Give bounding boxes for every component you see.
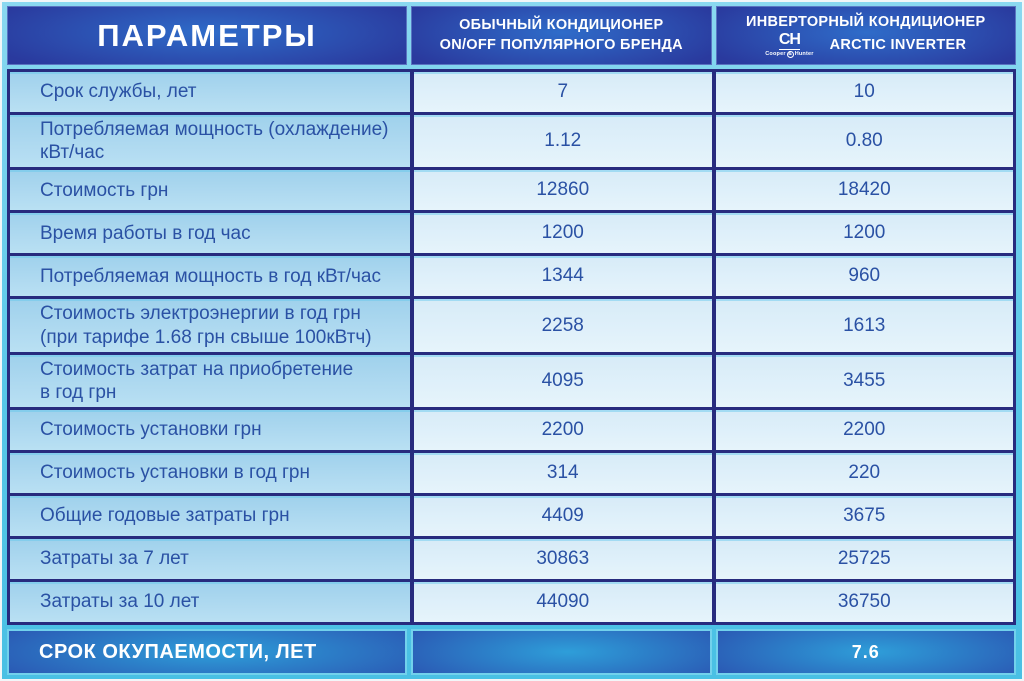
param-label: Стоимость грн xyxy=(10,170,410,211)
param-label: Затраты за 10 лет xyxy=(10,582,410,623)
logo-ampersand: & xyxy=(786,51,794,59)
table-row: Стоимость грн 12860 18420 xyxy=(10,170,1013,211)
table-row: Затраты за 7 лет 30863 25725 xyxy=(10,539,1013,580)
table-row: Время работы в год час 1200 1200 xyxy=(10,213,1013,254)
table-row: Стоимость затрат на приобретение в год г… xyxy=(10,354,1013,408)
inverter-model-name: ARCTIC INVERTER xyxy=(829,36,967,53)
regular-value: 1200 xyxy=(414,213,712,254)
regular-ac-title-line1: ОБЫЧНЫЙ КОНДИЦИОНЕР xyxy=(459,16,664,33)
table-row: Стоимость установки грн 2200 2200 xyxy=(10,410,1013,451)
logo-subtext: Cooper & Hunter xyxy=(765,51,814,59)
header-cell-regular-ac: ОБЫЧНЫЙ КОНДИЦИОНЕР ON/OFF ПОПУЛЯРНОГО Б… xyxy=(411,6,712,65)
payback-regular-value xyxy=(411,629,712,676)
regular-value: 1.12 xyxy=(414,115,712,168)
regular-value: 30863 xyxy=(414,539,712,580)
inverter-value: 0.80 xyxy=(715,115,1013,168)
header-cell-parameters: ПАРАМЕТРЫ xyxy=(7,6,407,65)
inverter-value: 220 xyxy=(715,453,1013,494)
page-title: ПАРАМЕТРЫ xyxy=(97,17,317,53)
param-label: Стоимость электроэнергии в год грн (при … xyxy=(10,299,410,352)
regular-value: 4409 xyxy=(414,496,712,537)
inverter-value: 1613 xyxy=(715,299,1013,352)
param-label: Срок службы, лет xyxy=(10,72,410,112)
payback-period-label: СРОК ОКУПАЕМОСТИ, ЛЕТ xyxy=(7,629,407,676)
inverter-value: 18420 xyxy=(715,170,1013,211)
table-footer-row: СРОК ОКУПАЕМОСТИ, ЛЕТ 7.6 xyxy=(7,629,1016,676)
inverter-value: 960 xyxy=(715,256,1013,297)
inverter-value: 25725 xyxy=(715,539,1013,580)
regular-value: 44090 xyxy=(414,582,712,623)
logo-sub-left: Cooper xyxy=(765,51,786,58)
param-label: Потребляемая мощность (охлаждение) кВт/ч… xyxy=(10,115,410,168)
regular-value: 314 xyxy=(414,453,712,494)
regular-value: 7 xyxy=(414,72,712,112)
inverter-value: 2200 xyxy=(715,410,1013,451)
param-label: Общие годовые затраты грн xyxy=(10,496,410,537)
inverter-value: 1200 xyxy=(715,213,1013,254)
table-body: Срок службы, лет 7 10 Потребляемая мощно… xyxy=(7,69,1016,626)
regular-value: 4095 xyxy=(414,354,712,408)
regular-value: 2258 xyxy=(414,299,712,352)
param-label: Стоимость затрат на приобретение в год г… xyxy=(10,354,410,408)
inverter-value: 10 xyxy=(715,72,1013,112)
regular-ac-title-line2: ON/OFF ПОПУЛЯРНОГО БРЕНДА xyxy=(439,36,683,53)
param-label: Стоимость установки в год грн xyxy=(10,453,410,494)
regular-value: 2200 xyxy=(414,410,712,451)
logo-sub-right: Hunter xyxy=(794,51,814,58)
table-row: Потребляемая мощность (охлаждение) кВт/ч… xyxy=(10,115,1013,168)
inverter-ac-title-line2-wrap: CH Cooper & Hunter ARCTIC INVERTER xyxy=(765,31,967,59)
regular-value: 1344 xyxy=(414,256,712,297)
logo-initials: CH xyxy=(778,31,801,51)
table-row: Затраты за 10 лет 44090 36750 xyxy=(10,582,1013,623)
table-row: Стоимость установки в год грн 314 220 xyxy=(10,453,1013,494)
inverter-value: 36750 xyxy=(715,582,1013,623)
table-row: Срок службы, лет 7 10 xyxy=(10,72,1013,112)
param-label: Затраты за 7 лет xyxy=(10,539,410,580)
inverter-value: 3455 xyxy=(715,354,1013,408)
param-label: Время работы в год час xyxy=(10,213,410,254)
payback-inverter-value: 7.6 xyxy=(715,629,1016,676)
inverter-value: 3675 xyxy=(715,496,1013,537)
inverter-ac-title-line1: ИНВЕРТОРНЫЙ КОНДИЦИОНЕР xyxy=(746,13,986,30)
param-label: Стоимость установки грн xyxy=(10,410,410,451)
cooper-hunter-logo-icon: CH Cooper & Hunter xyxy=(765,31,814,59)
table-header-row: ПАРАМЕТРЫ ОБЫЧНЫЙ КОНДИЦИОНЕР ON/OFF ПОП… xyxy=(7,6,1016,65)
param-label: Потребляемая мощность в год кВт/час xyxy=(10,256,410,297)
table-row: Общие годовые затраты грн 4409 3675 xyxy=(10,496,1013,537)
table-row: Потребляемая мощность в год кВт/час 1344… xyxy=(10,256,1013,297)
regular-value: 12860 xyxy=(414,170,712,211)
table-row: Стоимость электроэнергии в год грн (при … xyxy=(10,299,1013,352)
header-cell-inverter-ac: ИНВЕРТОРНЫЙ КОНДИЦИОНЕР CH Cooper & Hunt… xyxy=(715,6,1016,65)
